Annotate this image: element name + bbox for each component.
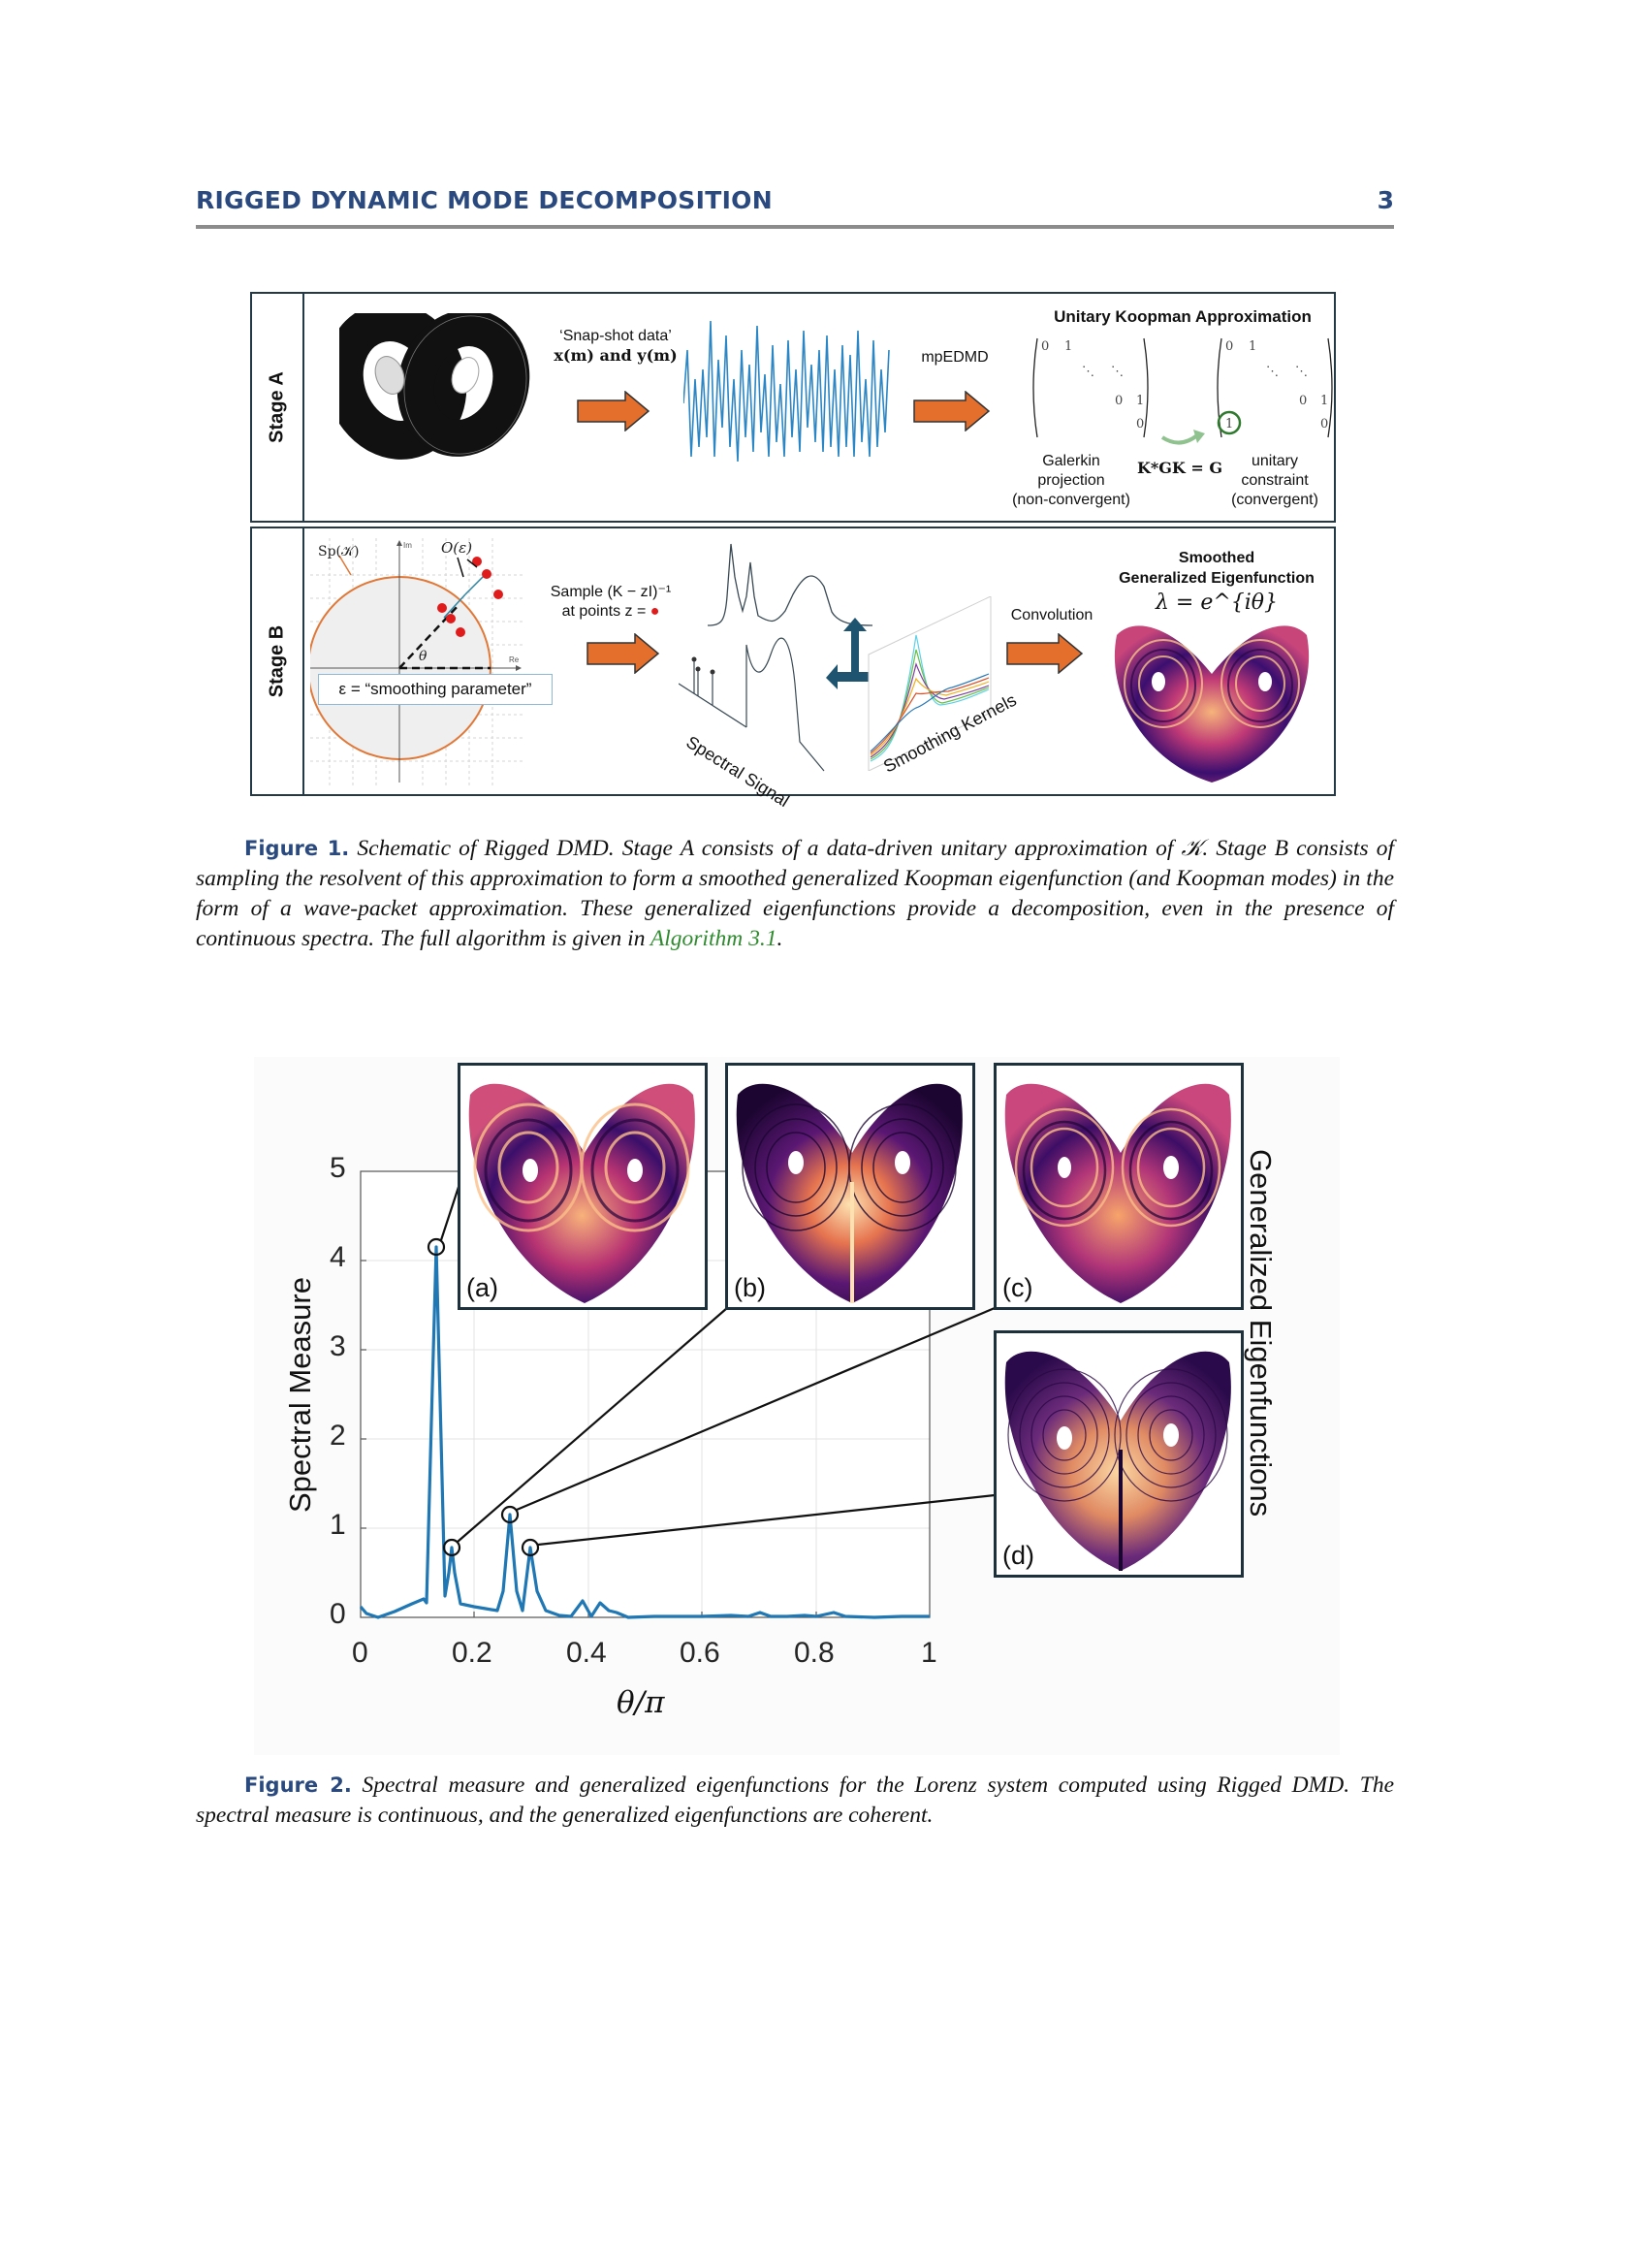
spectral-signal-plot (679, 543, 873, 772)
eigenfunction-b-image (736, 1083, 963, 1303)
eigenfunction-a-image (468, 1083, 695, 1303)
header-rule (196, 225, 1394, 229)
svg-text:⋱: ⋱ (1082, 365, 1094, 379)
inset-d: (d) (994, 1330, 1244, 1578)
y-tick-1: 1 (330, 1509, 346, 1541)
svg-text:1: 1 (1225, 417, 1233, 431)
figure-1: Stage A ‘Snap-shot data’ x(m) and y(m) m… (250, 292, 1338, 811)
stage-a-panel: Stage A ‘Snap-shot data’ x(m) and y(m) m… (250, 292, 1336, 523)
inset-c-label: (c) (1002, 1273, 1033, 1302)
svg-text:⋱: ⋱ (1111, 365, 1124, 379)
arrow-right-icon (577, 391, 650, 431)
y-tick-3: 3 (330, 1330, 346, 1362)
bidirectional-arrow-icon (826, 618, 884, 689)
eigenfunction-image (1114, 625, 1310, 783)
curved-arrow-icon (1160, 430, 1205, 445)
stage-b-label-column: Stage B (252, 528, 304, 794)
eigenfunction-c-image (1004, 1083, 1231, 1303)
svg-text:O(ε): O(ε) (441, 539, 472, 557)
snapshot-data-label: ‘Snap-shot data’ x(m) and y(m) (554, 328, 678, 365)
svg-text:0: 0 (1320, 417, 1328, 431)
galerkin-caption: Galerkin projection (non-convergent) (1012, 453, 1130, 508)
svg-text:Sp(𝒦): Sp(𝒦) (318, 544, 359, 559)
svg-text:0: 0 (1225, 339, 1233, 354)
inset-a: (a) (458, 1063, 708, 1310)
svg-text:⋱: ⋱ (1266, 365, 1279, 379)
unitary-equation: K*GK = G (1136, 459, 1223, 477)
x-tick-1: 1 (921, 1637, 937, 1669)
running-head: RIGGED DYNAMIC MODE DECOMPOSITION 3 (196, 186, 1394, 225)
unitary-koopman-title: Unitary Koopman Approximation (1054, 307, 1312, 326)
complex-plane-diagram: Im Re Sp(𝒦) O(ε) θ (310, 538, 523, 785)
generalized-eigenfunctions-label: Generalized Eigenfunctions (1244, 1149, 1278, 1517)
inset-b-label: (b) (734, 1273, 766, 1302)
convolution-label: Convolution (1010, 607, 1093, 623)
x-tick-0.2: 0.2 (452, 1637, 492, 1669)
svg-text:0: 0 (1041, 339, 1049, 354)
svg-text:θ: θ (419, 649, 428, 664)
x-tick-0: 0 (352, 1637, 368, 1669)
figure-2-label: Figure 2. (244, 1773, 352, 1797)
marker-a (427, 1237, 446, 1257)
mpedmd-label: mpEDMD (921, 349, 989, 366)
highlight-circle-icon (1217, 410, 1242, 435)
eigenvalue-equation: λ = e^{iθ} (1155, 591, 1279, 615)
svg-text:1: 1 (1320, 394, 1328, 408)
inset-a-label: (a) (466, 1273, 498, 1302)
inset-d-label: (d) (1002, 1541, 1034, 1570)
smoothing-kernels-plot (868, 596, 992, 771)
x-tick-0.4: 0.4 (566, 1637, 607, 1669)
unitary-caption: unitary constraint (convergent) (1231, 453, 1318, 508)
x-axis-label: θ/π (617, 1685, 665, 1720)
y-tick-0: 0 (330, 1598, 346, 1630)
sample-resolvent-label: Sample (K − zI)⁻¹ at points z = ● (550, 584, 672, 620)
arrow-right-icon (1006, 633, 1084, 674)
figure-1-label: Figure 1. (244, 837, 350, 860)
eigenfunction-d-image (1004, 1351, 1231, 1571)
stage-a-label-column: Stage A (252, 294, 304, 521)
svg-text:0: 0 (1115, 394, 1123, 408)
marker-c (500, 1505, 520, 1524)
inset-c: (c) (994, 1063, 1244, 1310)
svg-text:1: 1 (1064, 339, 1072, 354)
svg-text:0: 0 (1299, 394, 1307, 408)
algorithm-link[interactable]: Algorithm 3.1 (650, 926, 777, 951)
time-series-signal (683, 320, 890, 463)
lorenz-attractor-image (339, 313, 530, 460)
y-tick-4: 4 (330, 1241, 346, 1273)
inset-b: (b) (725, 1063, 975, 1310)
smoothing-parameter-box: ε = “smoothing parameter” (318, 674, 553, 705)
y-tick-2: 2 (330, 1420, 346, 1452)
x-tick-0.6: 0.6 (680, 1637, 720, 1669)
stage-a-label: Stage A (266, 371, 288, 443)
stage-b-label: Stage B (266, 624, 288, 698)
svg-text:1: 1 (1136, 394, 1144, 408)
marker-b (442, 1538, 461, 1557)
figure-1-caption: Figure 1. Schematic of Rigged DMD. Stage… (196, 836, 1395, 951)
marker-d (521, 1538, 540, 1557)
y-axis-label: Spectral Measure (283, 1277, 317, 1513)
red-dot-icon: ● (650, 603, 660, 620)
arrow-right-icon (586, 633, 660, 674)
figure-2-caption: Figure 2. Spectral measure and generaliz… (196, 1773, 1394, 1828)
svg-text:⋱: ⋱ (1295, 365, 1308, 379)
svg-text:1: 1 (1249, 339, 1256, 354)
svg-text:Im: Im (403, 541, 412, 550)
page-number: 3 (1377, 186, 1394, 214)
smoothed-eigenfunction-title: Smoothed Generalized Eigenfunction (1119, 550, 1315, 587)
y-tick-5: 5 (330, 1152, 346, 1184)
running-head-title: RIGGED DYNAMIC MODE DECOMPOSITION (196, 186, 773, 214)
svg-text:0: 0 (1136, 417, 1144, 431)
x-tick-0.8: 0.8 (794, 1637, 835, 1669)
arrow-right-icon (913, 391, 991, 431)
svg-text:Re: Re (509, 655, 520, 664)
stage-b-panel: Stage B Im Re (250, 527, 1336, 811)
